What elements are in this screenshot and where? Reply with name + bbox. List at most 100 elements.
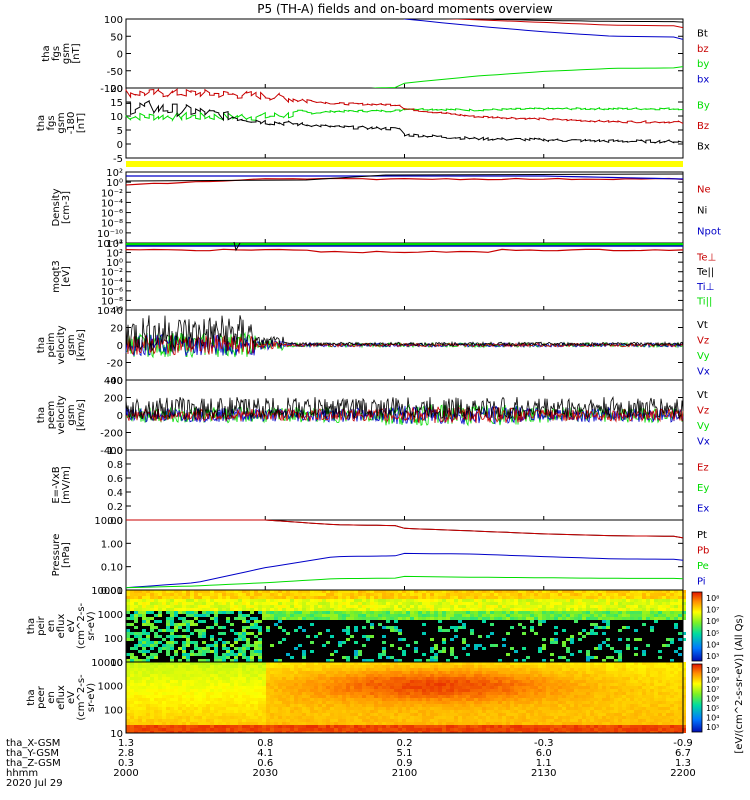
y-axis-label: en bbox=[46, 691, 57, 704]
y-axis-label: velocity bbox=[56, 325, 67, 364]
y-tick-label: -20 bbox=[107, 359, 123, 370]
y-axis-label: Pressure bbox=[51, 534, 62, 577]
series-noise-red bbox=[125, 406, 684, 424]
colorbar-title: [eV/(cm^2-s-sr-eV)] (All Qs) bbox=[734, 614, 745, 753]
series-line-Ni bbox=[125, 173, 684, 182]
y-axis-label: velocity bbox=[56, 395, 67, 434]
x-axis-row-label: 2020 Jul 29 bbox=[6, 778, 63, 789]
y-axis-label: [cm-3] bbox=[61, 191, 72, 224]
y-axis-label: eV bbox=[66, 691, 77, 704]
legend-entry: Ex bbox=[697, 504, 709, 515]
y-tick-label: 10⁻⁸ bbox=[101, 296, 123, 307]
y-tick-label: 10⁻² bbox=[101, 188, 123, 199]
x-tick-label: 2100 bbox=[392, 768, 417, 779]
y-axis-label: en bbox=[46, 620, 57, 633]
x-tick-label: 0.6 bbox=[257, 758, 273, 769]
colorbar-tick-label: 10³ bbox=[706, 652, 719, 661]
y-axis-label: (cm^2-s- bbox=[76, 674, 87, 721]
y-tick-label: 0 bbox=[117, 50, 123, 61]
mode-bar bbox=[126, 161, 683, 167]
series-noise-blue bbox=[125, 404, 684, 425]
y-tick-label: 0.10 bbox=[101, 563, 123, 574]
y-axis-label: tha bbox=[41, 45, 52, 61]
panel-frame bbox=[125, 18, 684, 89]
y-axis-label: sr-eV) bbox=[86, 683, 97, 712]
series-line-red bbox=[126, 519, 684, 539]
y-axis-label: gsm bbox=[61, 43, 72, 64]
y-axis-label: -180 bbox=[66, 112, 77, 135]
series-line-Bt bbox=[457, 19, 683, 23]
legend-entry: Te|| bbox=[696, 267, 714, 278]
y-tick-label: 10² bbox=[106, 168, 123, 179]
y-tick-label: 100 bbox=[104, 705, 123, 716]
y-tick-label: 0 bbox=[117, 140, 123, 151]
legend-entry: Pi bbox=[697, 576, 706, 587]
series-line-By bbox=[125, 107, 684, 123]
y-axis-label: tha bbox=[26, 689, 37, 705]
series-line-Te-par bbox=[233, 241, 241, 252]
colorbar-tick-label: 10⁵ bbox=[706, 704, 719, 713]
legend-entry: Pe bbox=[697, 561, 709, 572]
y-tick-label: 10⁻² bbox=[101, 268, 123, 279]
y-axis-label: peir bbox=[36, 615, 47, 635]
x-tick-label: 2130 bbox=[531, 768, 556, 779]
colorbar-tick-label: 10⁶ bbox=[706, 695, 719, 704]
legend-entry: Npot bbox=[697, 227, 721, 238]
y-axis-label: gsm bbox=[56, 112, 67, 133]
series-line-blue bbox=[125, 552, 684, 589]
y-tick-label: 20 bbox=[110, 84, 123, 95]
y-tick-label: 10⁰ bbox=[106, 178, 123, 189]
legend-entry: Vz bbox=[697, 335, 709, 346]
legend-entry: Pt bbox=[697, 530, 707, 541]
y-tick-label: 10⁻⁴ bbox=[101, 277, 123, 288]
y-tick-label: 100 bbox=[104, 634, 123, 645]
y-axis-label: [mV/m] bbox=[61, 466, 72, 504]
x-tick-label: 2.8 bbox=[118, 748, 134, 759]
x-tick-label: -0.3 bbox=[534, 738, 554, 749]
colorbar-tick-label: 10⁴ bbox=[706, 714, 719, 723]
series-line-bx bbox=[403, 19, 683, 40]
y-axis-label: [km/s] bbox=[76, 329, 87, 361]
y-tick-label: -400 bbox=[100, 446, 123, 457]
series-band-Ti bbox=[126, 243, 683, 246]
series-line-bz bbox=[443, 19, 683, 29]
legend-entry: Ey bbox=[697, 483, 709, 494]
y-axis-label: [km/s] bbox=[76, 399, 87, 431]
legend-entry: Vt bbox=[697, 390, 708, 401]
y-tick-label: 1.00 bbox=[101, 539, 123, 550]
legend-entry: Ne bbox=[697, 185, 711, 196]
y-axis-label: E=-VxB bbox=[51, 466, 62, 503]
y-tick-label: 10² bbox=[106, 249, 123, 260]
series-line-Bx bbox=[125, 99, 684, 144]
panel-frame bbox=[125, 449, 684, 521]
legend-entry: Vx bbox=[697, 366, 710, 377]
y-tick-label: 0.4 bbox=[107, 488, 123, 499]
legend-entry: Bt bbox=[697, 29, 708, 40]
y-tick-label: -40 bbox=[107, 376, 123, 387]
colorbar-tick-label: 10³ bbox=[706, 723, 719, 732]
series-line-Te-perp bbox=[125, 248, 684, 254]
x-tick-label: 1.1 bbox=[536, 758, 552, 769]
y-tick-label: 0.0 bbox=[107, 516, 123, 527]
colorbar bbox=[691, 591, 703, 662]
y-axis-label: moqt3 bbox=[51, 260, 62, 293]
x-tick-label: -0.9 bbox=[673, 738, 693, 749]
y-tick-label: 0.2 bbox=[107, 502, 123, 513]
colorbar-tick-label: 10⁶ bbox=[706, 617, 719, 626]
colorbar-tick-label: 10⁸ bbox=[706, 676, 719, 685]
y-tick-label: 40 bbox=[110, 306, 123, 317]
y-axis-label: sr-eV) bbox=[86, 611, 97, 640]
series-line-green bbox=[125, 575, 684, 589]
colorbar-tick-label: 10⁹ bbox=[706, 666, 719, 675]
x-tick-label: 6.0 bbox=[536, 748, 552, 759]
y-tick-label: 1.0 bbox=[107, 446, 123, 457]
legend-entry: Vy bbox=[697, 421, 710, 432]
y-tick-label: 0.6 bbox=[107, 474, 123, 485]
x-tick-label: 2000 bbox=[113, 768, 138, 779]
y-tick-label: -100 bbox=[100, 84, 123, 95]
x-tick-label: 0.2 bbox=[397, 738, 413, 749]
x-axis-row-label: tha_Y-GSM bbox=[6, 748, 59, 759]
y-axis-label: tha bbox=[26, 618, 37, 634]
y-axis-label: peem bbox=[46, 401, 57, 429]
